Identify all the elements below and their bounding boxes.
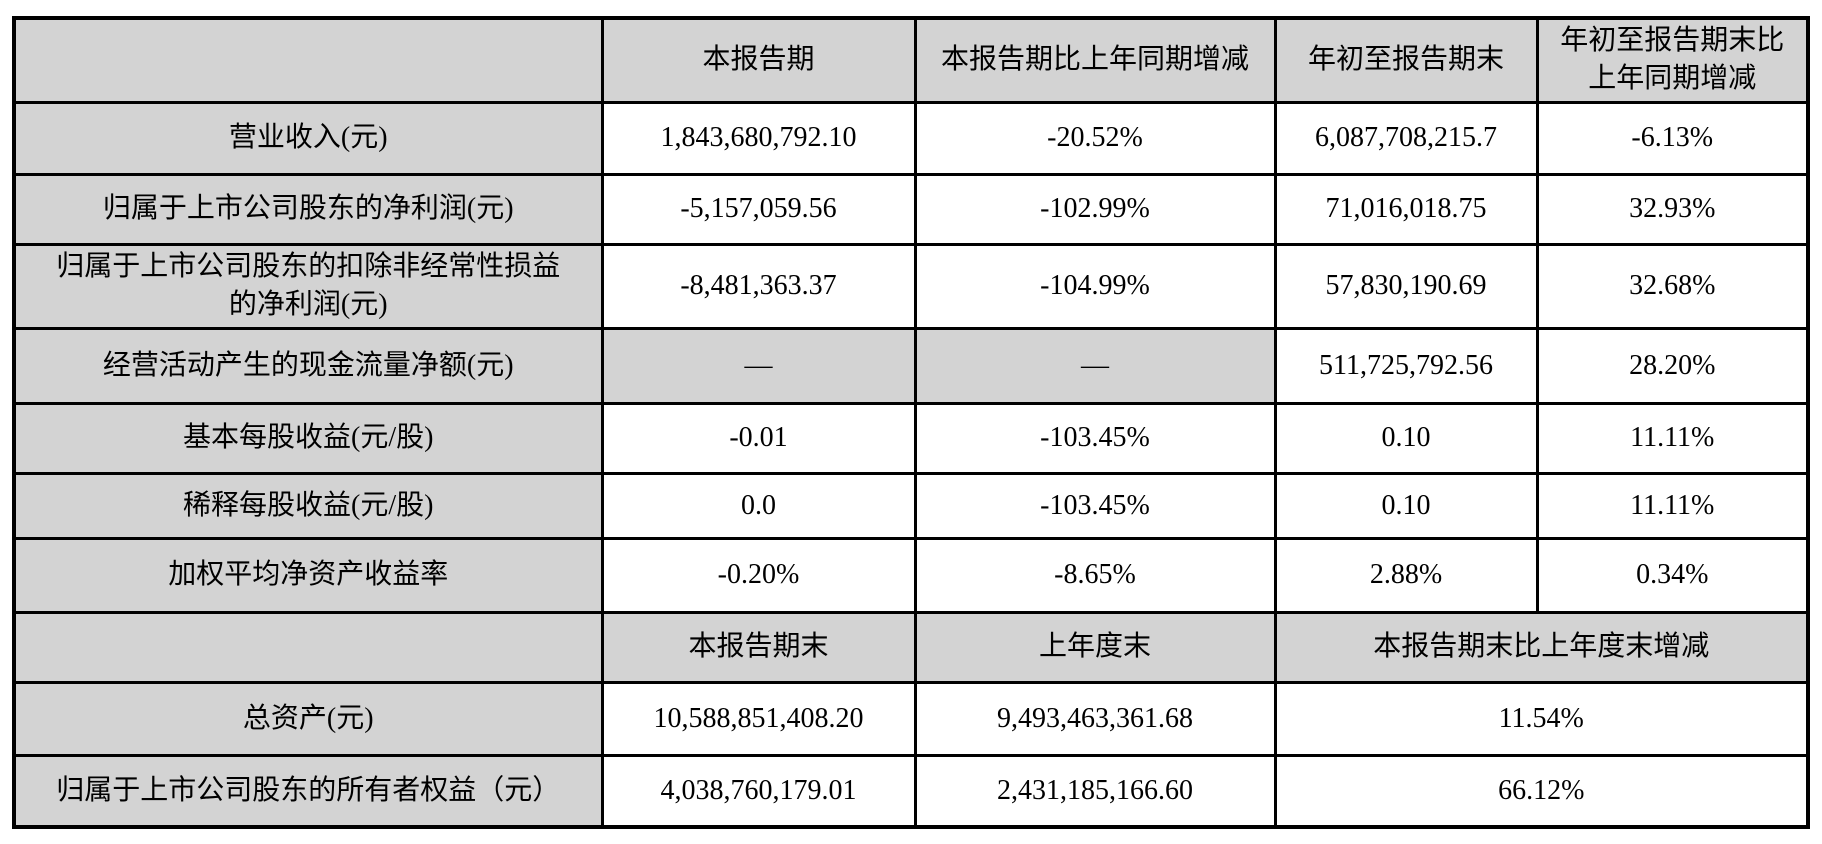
value-cell: 0.34%: [1535, 536, 1810, 614]
row-label: 营业收入(元): [12, 100, 604, 176]
value-cell: 2.88%: [1273, 536, 1539, 614]
row-label: 稀释每股收益(元/股): [12, 471, 604, 540]
value-cell: -8.65%: [913, 536, 1277, 614]
header-row-2: 本报告期末 上年度末 本报告期末比上年度末增减: [12, 610, 1810, 684]
value-cell-dash: —: [600, 326, 917, 405]
value-cell: 4,038,760,179.01: [600, 753, 917, 829]
table-row-shareholders-equity: 归属于上市公司股东的所有者权益（元） 4,038,760,179.01 2,43…: [12, 753, 1810, 829]
table-row-weighted-avg-roe: 加权平均净资产收益率 -0.20% -8.65% 2.88% 0.34%: [12, 536, 1810, 614]
row-label: 经营活动产生的现金流量净额(元): [12, 326, 604, 405]
value-cell: 32.68%: [1535, 242, 1810, 330]
col-header-prior-year-end: 上年度末: [913, 610, 1277, 684]
col-header-period-end: 本报告期末: [600, 610, 917, 684]
value-cell: 9,493,463,361.68: [913, 680, 1277, 757]
table-row-net-profit-excl-nonrecurring: 归属于上市公司股东的扣除非经常性损益 的净利润(元) -8,481,363.37…: [12, 242, 1810, 330]
value-cell: 71,016,018.75: [1273, 172, 1539, 246]
value-cell-merged: 66.12%: [1273, 753, 1810, 829]
col-header-period-end-change: 本报告期末比上年度末增减: [1273, 610, 1810, 684]
value-cell: -5,157,059.56: [600, 172, 917, 246]
table-row-diluted-eps: 稀释每股收益(元/股) 0.0 -103.45% 0.10 11.11%: [12, 471, 1810, 540]
table-row-operating-cash-flow: 经营活动产生的现金流量净额(元) — — 511,725,792.56 28.2…: [12, 326, 1810, 405]
value-cell-merged: 11.54%: [1273, 680, 1810, 757]
value-cell: -103.45%: [913, 401, 1277, 475]
value-cell: 57,830,190.69: [1273, 242, 1539, 330]
value-cell: 2,431,185,166.60: [913, 753, 1277, 829]
value-cell: 0.10: [1273, 401, 1539, 475]
table-row-operating-revenue: 营业收入(元) 1,843,680,792.10 -20.52% 6,087,7…: [12, 100, 1810, 176]
value-cell: 0.10: [1273, 471, 1539, 540]
value-cell: -20.52%: [913, 100, 1277, 176]
value-cell: -6.13%: [1535, 100, 1810, 176]
value-cell: 1,843,680,792.10: [600, 100, 917, 176]
table-row-basic-eps: 基本每股收益(元/股) -0.01 -103.45% 0.10 11.11%: [12, 401, 1810, 475]
row-label: 基本每股收益(元/股): [12, 401, 604, 475]
value-cell: -104.99%: [913, 242, 1277, 330]
table-row-net-profit: 归属于上市公司股东的净利润(元) -5,157,059.56 -102.99% …: [12, 172, 1810, 246]
col-header-current-period-yoy-change: 本报告期比上年同期增减: [913, 16, 1277, 104]
corner-cell-2: [12, 610, 604, 684]
value-cell: -8,481,363.37: [600, 242, 917, 330]
value-cell: -103.45%: [913, 471, 1277, 540]
col-header-current-period: 本报告期: [600, 16, 917, 104]
value-cell: -102.99%: [913, 172, 1277, 246]
value-cell: 0.0: [600, 471, 917, 540]
table-row-total-assets: 总资产(元) 10,588,851,408.20 9,493,463,361.6…: [12, 680, 1810, 757]
value-cell: -0.01: [600, 401, 917, 475]
row-label: 归属于上市公司股东的净利润(元): [12, 172, 604, 246]
value-cell: 6,087,708,215.7: [1273, 100, 1539, 176]
value-cell: 32.93%: [1535, 172, 1810, 246]
value-cell-dash: —: [913, 326, 1277, 405]
financial-summary-table: 本报告期 本报告期比上年同期增减 年初至报告期末 年初至报告期末比 上年同期增减…: [12, 16, 1810, 829]
value-cell: -0.20%: [600, 536, 917, 614]
corner-cell: [12, 16, 604, 104]
row-label: 归属于上市公司股东的所有者权益（元）: [12, 753, 604, 829]
value-cell: 511,725,792.56: [1273, 326, 1539, 405]
value-cell: 28.20%: [1535, 326, 1810, 405]
row-label: 归属于上市公司股东的扣除非经常性损益 的净利润(元): [12, 242, 604, 330]
value-cell: 10,588,851,408.20: [600, 680, 917, 757]
row-label: 加权平均净资产收益率: [12, 536, 604, 614]
value-cell: 11.11%: [1535, 471, 1810, 540]
header-row-1: 本报告期 本报告期比上年同期增减 年初至报告期末 年初至报告期末比 上年同期增减: [12, 16, 1810, 104]
value-cell: 11.11%: [1535, 401, 1810, 475]
col-header-ytd: 年初至报告期末: [1273, 16, 1539, 104]
col-header-ytd-yoy-change: 年初至报告期末比 上年同期增减: [1535, 16, 1810, 104]
row-label: 总资产(元): [12, 680, 604, 757]
